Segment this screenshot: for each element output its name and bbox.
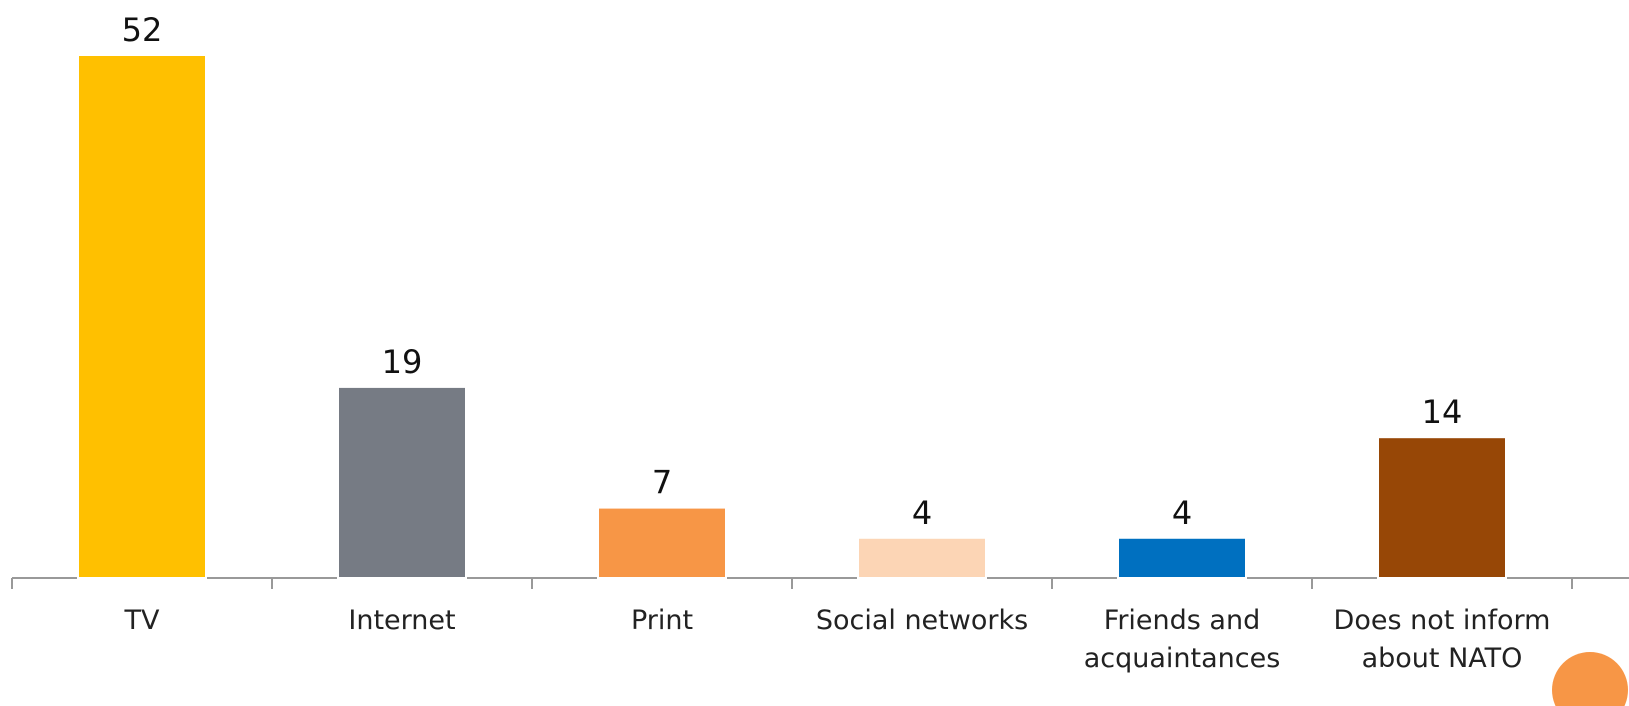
value-label: 7 (652, 464, 672, 502)
x-tick-label: Internet (348, 605, 456, 636)
bar (857, 536, 987, 579)
x-tick-label: Does not inform about NATO (1333, 605, 1551, 674)
x-tick-label: Friends and acquaintances (1083, 605, 1281, 674)
value-label: 52 (122, 11, 163, 49)
bar (597, 506, 727, 580)
bar (77, 54, 207, 579)
bar (1377, 436, 1507, 580)
x-tick-label: Social networks (815, 605, 1029, 636)
value-label: 4 (1172, 494, 1192, 532)
value-label: 4 (912, 494, 932, 532)
value-label: 14 (1422, 393, 1463, 431)
bar (337, 385, 467, 579)
value-label: 19 (382, 343, 423, 381)
decoration (1552, 652, 1628, 706)
x-tick-label: TV (124, 605, 160, 636)
x-tick-label: Print (630, 605, 694, 636)
bar (1117, 536, 1247, 579)
